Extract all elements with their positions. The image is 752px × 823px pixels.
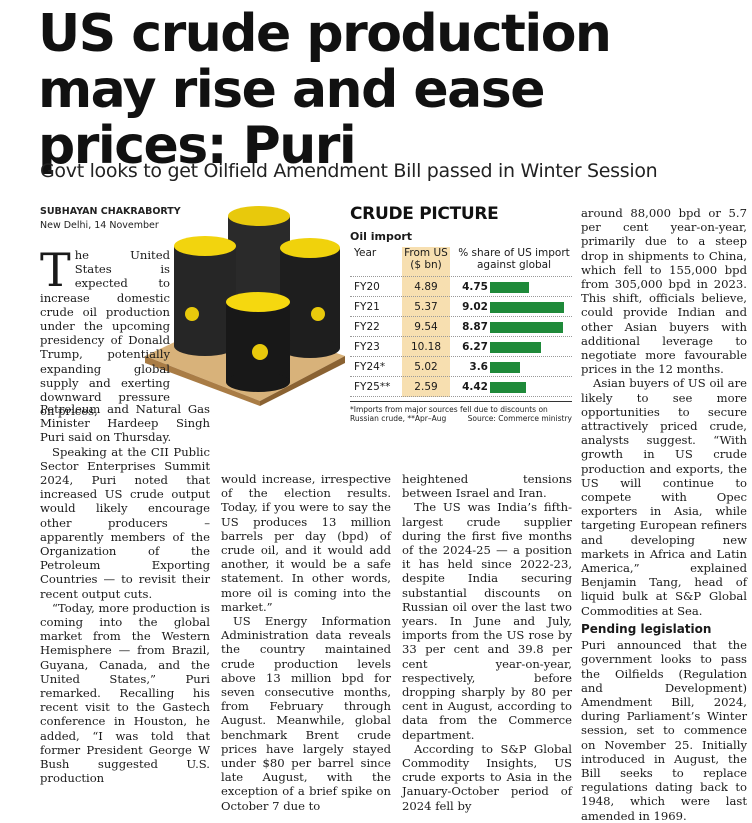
cell-year: FY21 [354, 301, 380, 313]
barrel-left [174, 236, 236, 356]
table-body: FY20 4.89 4.75 FY21 5.37 9.02 FY22 9.54 8.87 FY23… [350, 277, 572, 397]
article-column-3: heightened tensions between Israel and I… [402, 472, 572, 813]
crude-picture-table: CRUDE PICTURE Oil import Year From US ($… [350, 204, 572, 423]
dateline: New Delhi, 14 November [40, 220, 159, 231]
headline: US crude production may rise and ease pr… [38, 4, 612, 176]
cell-year: FY23 [354, 341, 380, 353]
paragraph: heightened tensions between Israel and I… [402, 472, 572, 501]
oil-barrels-illustration [145, 206, 345, 406]
paragraph: “Today, more production is coming into t… [40, 600, 210, 786]
share-bar [490, 342, 542, 353]
cell-share: 8.87 [462, 321, 488, 333]
table-row: FY24* 5.02 3.6 [350, 357, 572, 377]
barrel-right [280, 238, 340, 358]
chart-title: CRUDE PICTURE [350, 204, 499, 224]
col-header-year: Year [354, 247, 377, 259]
article-column-2: would increase, irrespective of the elec… [221, 472, 391, 813]
paragraph: Puri announced that the government looks… [581, 638, 747, 823]
paragraph: The US was India’s fifth-largest crude s… [402, 500, 572, 742]
cell-year: FY20 [354, 281, 380, 293]
cell-from-us: 5.37 [402, 297, 450, 317]
byline: SUBHAYAN CHAKRABORTY [40, 206, 181, 217]
col-header-share: % share of US import against global [458, 247, 570, 271]
subheadline: Govt looks to get Oilfield Amendment Bil… [40, 160, 658, 182]
cell-from-us: 4.89 [402, 277, 450, 297]
article-column-4: around 88,000 bpd or 5.7 per cent year-o… [581, 206, 747, 823]
section-heading: Pending legislation [581, 621, 712, 636]
cell-share: 9.02 [462, 301, 488, 313]
cell-share: 4.42 [462, 381, 488, 393]
barrel-back [228, 206, 290, 306]
share-bar [490, 282, 529, 293]
cell-from-us: 5.02 [402, 357, 450, 377]
lead-text: he United States is expected to increase… [40, 248, 170, 419]
barrel-front [226, 292, 290, 392]
cell-from-us: 9.54 [402, 317, 450, 337]
paragraph: around 88,000 bpd or 5.7 per cent year-o… [581, 206, 747, 377]
cell-from-us: 10.18 [402, 337, 450, 357]
paragraph: According to S&P Global Commodity Insigh… [402, 741, 572, 813]
lead-paragraph-rest: Petroleum and Natural Gas Minister Harde… [40, 402, 210, 445]
drop-cap: T [40, 243, 71, 297]
cell-year: FY25** [354, 381, 391, 393]
chart-subtitle: Oil import [350, 230, 413, 243]
footnote-text: *Imports from major sources fell due to … [350, 405, 548, 423]
share-bar [490, 362, 520, 373]
article-column-1-lower: Petroleum and Natural Gas Minister Harde… [40, 402, 210, 785]
cell-from-us: 2.59 [402, 377, 450, 397]
paragraph: Speaking at the CII Public Sector Enterp… [40, 444, 210, 601]
table-row: FY20 4.89 4.75 [350, 277, 572, 297]
table-row: FY23 10.18 6.27 [350, 337, 572, 357]
source-text: Source: Commerce ministry [467, 414, 572, 423]
cell-share: 6.27 [462, 341, 488, 353]
paragraph: would increase, irrespective of the elec… [221, 472, 391, 614]
table-header: Year From US ($ bn) % share of US import… [350, 247, 572, 277]
cell-year: FY24* [354, 361, 386, 373]
share-bar [490, 382, 527, 393]
table-row: FY22 9.54 8.87 [350, 317, 572, 337]
share-bar [490, 322, 563, 333]
cell-year: FY22 [354, 321, 380, 333]
share-bar [490, 302, 564, 313]
col-header-from-us: From US ($ bn) [402, 247, 450, 277]
paragraph: Asian buyers of US oil are likely to see… [581, 376, 747, 618]
cell-share: 3.6 [469, 361, 488, 373]
paragraph: US Energy Information Administration dat… [221, 614, 391, 813]
cell-share: 4.75 [462, 281, 488, 293]
table-row: FY25** 2.59 4.42 [350, 377, 572, 397]
chart-footnote: *Imports from major sources fell due to … [350, 401, 572, 423]
table-row: FY21 5.37 9.02 [350, 297, 572, 317]
